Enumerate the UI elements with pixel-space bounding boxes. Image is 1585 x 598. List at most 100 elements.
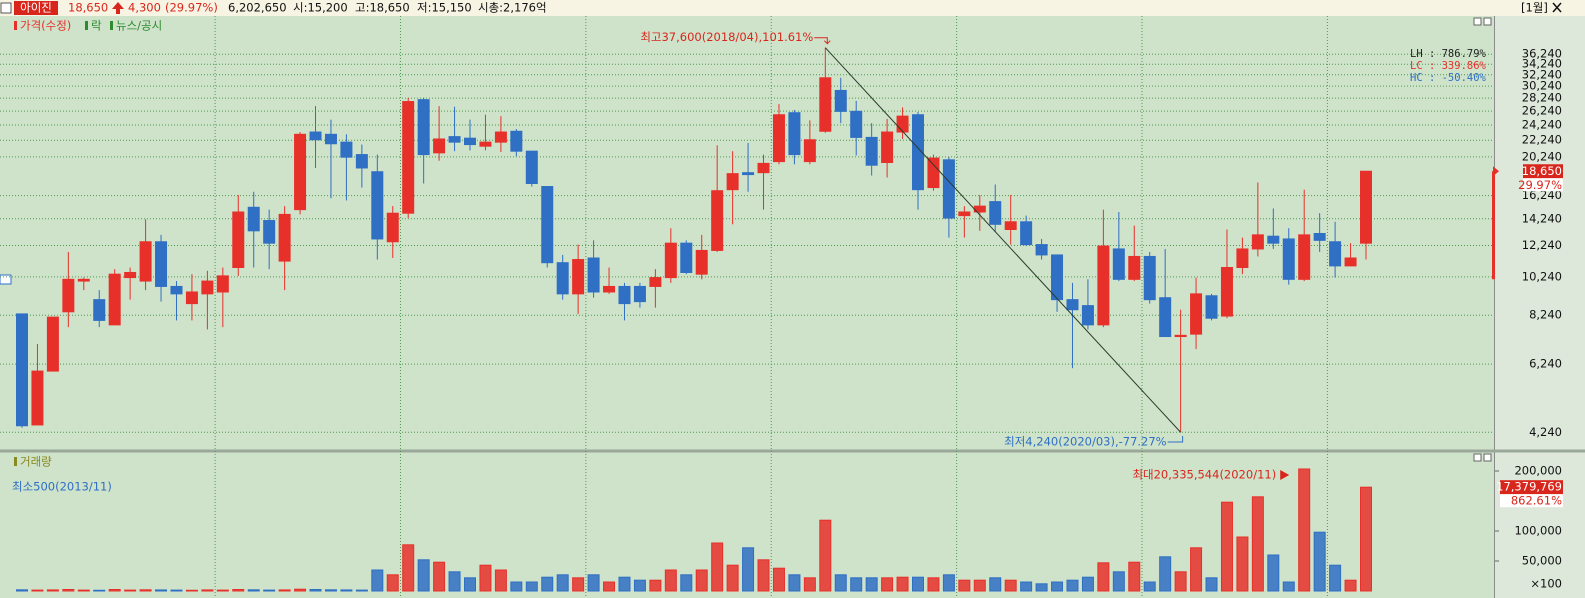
last-ratio: 862.61% <box>1511 494 1562 508</box>
volume-bar <box>896 576 909 592</box>
close-button[interactable] <box>1552 2 1562 13</box>
market-cap: 시총:2,176억 <box>478 1 547 15</box>
candle-body <box>726 173 739 191</box>
change-badge <box>1523 178 1563 192</box>
candle-body <box>139 241 152 282</box>
menu-icon[interactable] <box>0 2 12 14</box>
panel-buttons[interactable] <box>1473 17 1492 462</box>
volume-bar <box>587 574 600 592</box>
candle-body <box>1329 241 1342 267</box>
candle-body <box>834 89 847 112</box>
volume-bar <box>1236 536 1249 592</box>
volume-bar <box>77 589 90 592</box>
up-arrow <box>112 2 124 14</box>
candle-body <box>355 154 368 169</box>
high-annotation: 최고37,600(2018/04),101.61% <box>640 30 813 44</box>
candle-body <box>1035 244 1048 256</box>
volume-bar <box>989 577 1002 592</box>
y-tick-label: 36,240 <box>1522 47 1562 61</box>
candle-body <box>155 241 168 287</box>
volume-bar <box>201 589 214 592</box>
last-price: 18,650 <box>1522 164 1562 178</box>
volume-bar <box>772 567 785 592</box>
volume-bar <box>155 589 168 592</box>
name-badge <box>14 1 58 15</box>
volume-bar <box>633 579 646 592</box>
candle-body <box>16 313 28 427</box>
candle-body <box>510 130 523 152</box>
volume-bar <box>448 571 461 592</box>
volume-bar <box>1128 561 1141 592</box>
candle-body <box>402 101 415 214</box>
volume-bar <box>742 547 755 592</box>
candle-body <box>649 277 662 287</box>
volume-bar <box>324 589 337 592</box>
legend-swatch <box>110 21 113 30</box>
volume-bar <box>185 589 198 592</box>
candle-body <box>1097 245 1110 326</box>
y-tick-label: 100,000 <box>1514 524 1562 538</box>
candle-body <box>340 141 353 158</box>
stock-name: 아이진 <box>20 1 52 15</box>
candle-body <box>108 273 121 326</box>
candle-body <box>1159 297 1172 338</box>
scroll-marker <box>0 274 12 285</box>
candle-body <box>541 186 554 264</box>
volume-bar <box>216 589 229 592</box>
candle-body <box>479 141 492 147</box>
volume-bar <box>433 561 446 592</box>
volume-bar <box>1190 547 1203 592</box>
volume-bar <box>510 581 523 592</box>
volume-bar <box>1360 486 1372 592</box>
candle-body <box>1251 234 1264 250</box>
candle-body <box>757 162 770 174</box>
volume-bar <box>618 576 631 592</box>
period[interactable]: [1월] <box>1521 1 1548 15</box>
candle-body <box>664 242 677 279</box>
candle-body <box>695 249 708 275</box>
candle-body <box>1128 255 1141 280</box>
legend-swatch <box>14 457 17 466</box>
candle-body <box>232 211 245 269</box>
candle-body <box>618 285 631 305</box>
volume-bar <box>1143 581 1156 592</box>
volume-bar <box>170 589 183 592</box>
candle-body <box>201 280 214 295</box>
candle-body <box>1205 295 1218 319</box>
price-badge <box>1523 164 1563 179</box>
candle-body <box>772 114 785 163</box>
candle-body <box>62 278 75 313</box>
volume-bar <box>958 579 971 592</box>
candle-body <box>216 275 229 293</box>
candle-body <box>1112 248 1125 280</box>
candle-body <box>1020 221 1033 246</box>
volume-bar <box>525 581 538 592</box>
volume-bar <box>1329 564 1342 592</box>
y-tick-label: 28,240 <box>1522 91 1562 105</box>
candle-body <box>1143 255 1156 301</box>
volume-bar <box>912 576 924 592</box>
volume-bar <box>649 579 662 592</box>
candle-body <box>324 133 337 145</box>
volume-bar <box>62 589 75 592</box>
last-change: 29.97% <box>1518 178 1562 192</box>
volume-bar <box>402 544 415 592</box>
candle-body <box>742 172 755 176</box>
candle-body <box>711 190 724 251</box>
volume-bar <box>541 576 554 592</box>
volume-bar <box>664 569 677 592</box>
volume-bar <box>1035 583 1048 592</box>
candle-body <box>433 138 446 154</box>
candle-body <box>31 370 44 426</box>
volume-bar <box>927 577 940 592</box>
legend-swatch <box>14 21 17 30</box>
volume-bar <box>556 574 569 592</box>
y-tick-label: 50,000 <box>1522 554 1562 568</box>
low: 저:15,150 <box>417 1 472 15</box>
candle-body <box>556 262 569 295</box>
candle-body <box>77 278 90 282</box>
candle-body <box>927 157 940 189</box>
volume-bar <box>834 574 847 592</box>
volume-bar <box>294 588 307 592</box>
last-volume: 17,379,769 <box>1496 480 1562 494</box>
